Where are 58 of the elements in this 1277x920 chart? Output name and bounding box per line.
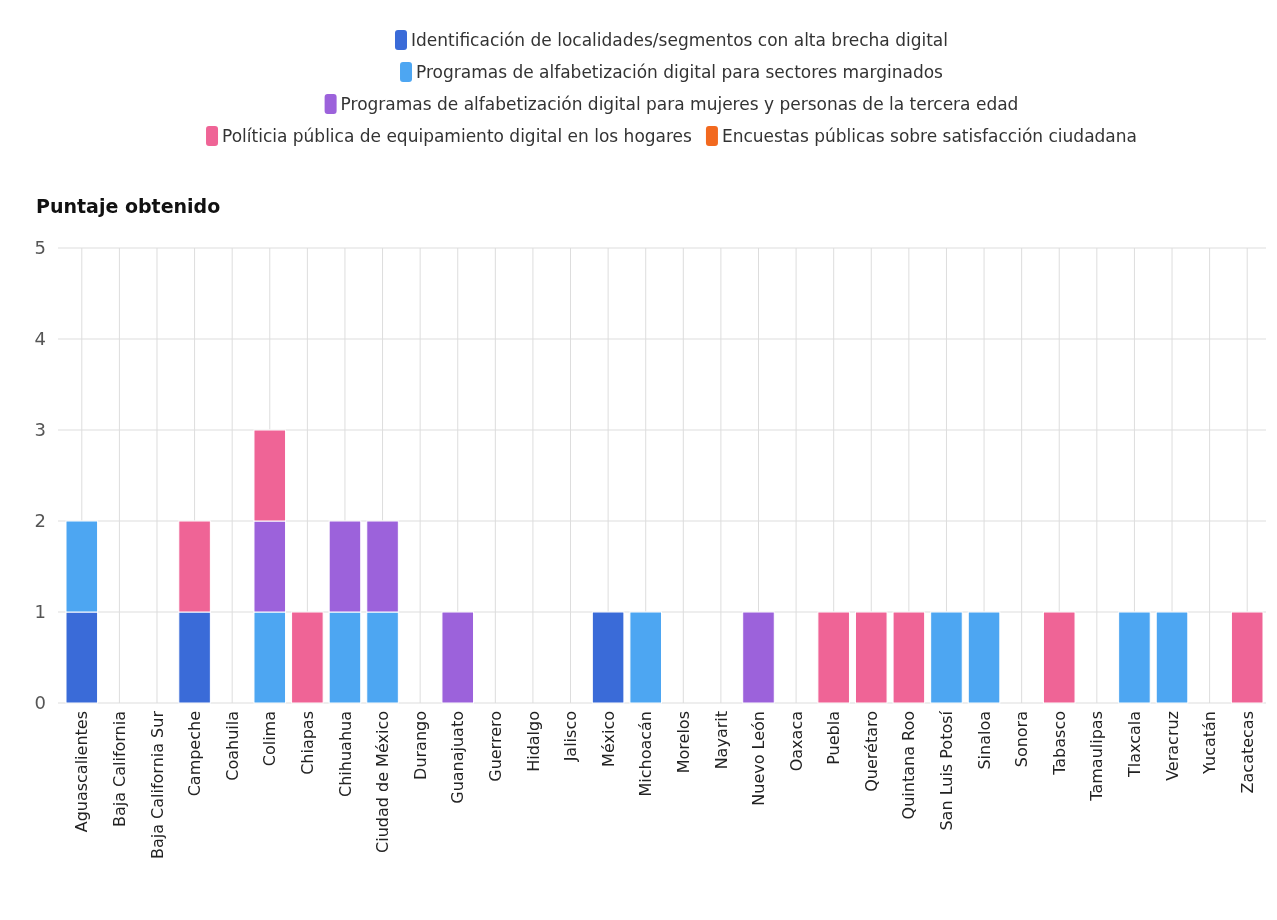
x-tick-label: Aguascalientes bbox=[72, 711, 92, 833]
x-tick-label: Tlaxcala bbox=[1125, 711, 1145, 779]
x-tick-label: Guanajuato bbox=[448, 711, 468, 804]
bar bbox=[892, 611, 926, 704]
bar bbox=[742, 611, 775, 704]
bar bbox=[1118, 611, 1151, 704]
bar bbox=[930, 611, 963, 704]
bar bbox=[854, 611, 888, 704]
x-tick-label: Zacatecas bbox=[1237, 711, 1257, 794]
x-tick-label: Quintana Roo bbox=[899, 711, 919, 820]
x-tick-label: Querétaro bbox=[861, 711, 881, 792]
bar bbox=[441, 611, 475, 704]
x-tick-label: Durango bbox=[410, 711, 430, 780]
legend-label: Identificación de localidades/segmentos con alta brecha digital bbox=[411, 29, 949, 50]
x-tick-label: México bbox=[598, 711, 618, 767]
bar bbox=[591, 611, 625, 704]
x-tick-label: Morelos bbox=[673, 711, 693, 774]
x-tick-label: Campeche bbox=[185, 711, 205, 797]
x-tick-label: Baja California bbox=[109, 711, 129, 828]
bar bbox=[291, 611, 324, 704]
y-tick-label: 4 bbox=[34, 328, 46, 350]
y-axis-title: Puntaje obtenido bbox=[36, 195, 221, 217]
x-tick-label: Hidalgo bbox=[523, 711, 543, 772]
x-tick-label: Baja California Sur bbox=[147, 710, 167, 860]
x-tick-label: Ciudad de México bbox=[373, 711, 393, 853]
x-tick-label: Yucatán bbox=[1200, 711, 1220, 775]
bar bbox=[817, 611, 850, 704]
x-tick-label: Sonora bbox=[1012, 711, 1032, 768]
x-tick-label: Tamaulipas bbox=[1087, 711, 1107, 802]
x-tick-label: Chihuahua bbox=[335, 711, 355, 797]
x-tick-label: Sinaloa bbox=[974, 711, 994, 770]
x-tick-label: Nuevo León bbox=[749, 711, 769, 806]
bar bbox=[1230, 611, 1264, 704]
x-tick-label: Guerrero bbox=[485, 711, 505, 782]
x-tick-label: Michoacán bbox=[636, 711, 656, 797]
y-tick-label: 5 bbox=[34, 237, 46, 259]
y-tick-label: 0 bbox=[34, 692, 46, 714]
legend-label: Programas de alfabetización digital para mujeres y personas de la tercera edad bbox=[340, 93, 1019, 114]
y-tick-label: 1 bbox=[34, 601, 46, 623]
y-tick-label: 2 bbox=[34, 510, 46, 532]
legend-label: Políticia pública de equipamiento digital en los hogares bbox=[222, 125, 693, 146]
x-tick-label: San Luis Potosí bbox=[937, 710, 957, 831]
bar bbox=[1042, 611, 1076, 704]
x-tick-label: Coahuila bbox=[222, 711, 242, 781]
bar bbox=[1155, 611, 1189, 704]
x-tick-label: Tabasco bbox=[1049, 711, 1069, 776]
bar bbox=[967, 611, 1001, 704]
x-tick-label: Nayarit bbox=[711, 711, 731, 770]
legend-label: Encuestas públicas sobre satisfacción ciudadana bbox=[721, 125, 1137, 146]
x-tick-label: Colima bbox=[260, 711, 280, 767]
legend-label: Programas de alfabetización digital para sectores marginados bbox=[416, 61, 944, 82]
x-tick-label: Puebla bbox=[824, 711, 844, 765]
x-tick-label: Veracruz bbox=[1162, 711, 1182, 781]
x-tick-label: Chiapas bbox=[297, 711, 317, 775]
x-tick-label: Jalisco bbox=[561, 711, 581, 763]
bar bbox=[629, 611, 662, 704]
y-tick-label: 3 bbox=[34, 419, 46, 441]
x-tick-label: Oaxaca bbox=[786, 711, 806, 772]
